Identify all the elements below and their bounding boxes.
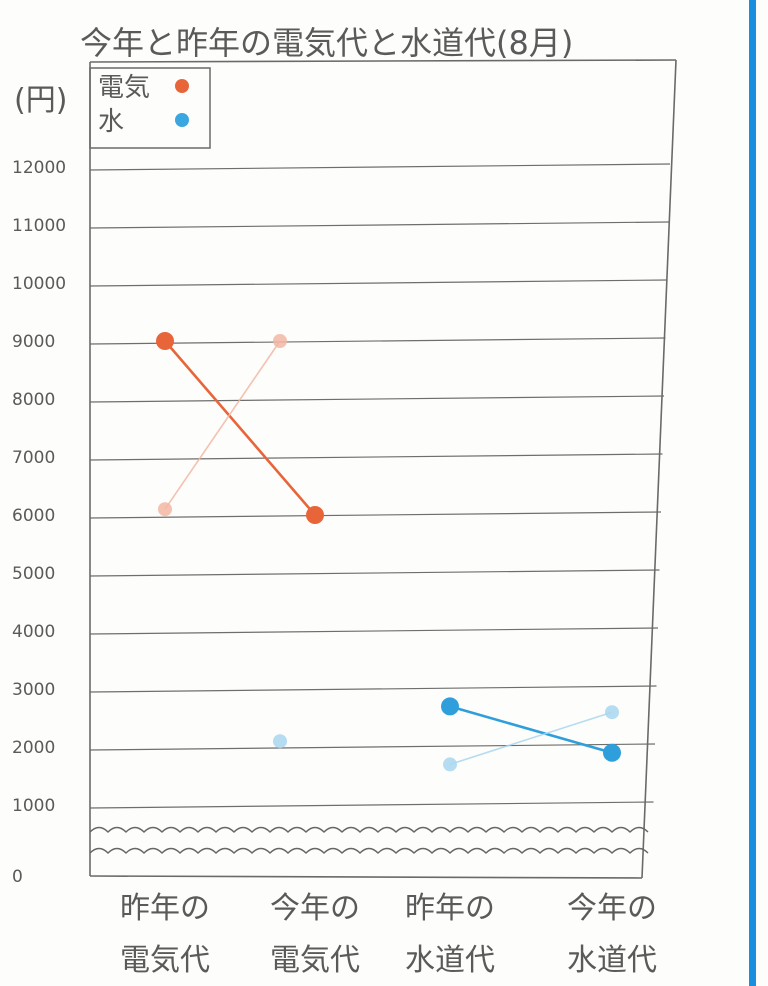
y-tick-label: 11000 (12, 216, 66, 236)
frame-right (641, 59, 677, 879)
data-point (306, 506, 324, 524)
gridlines (89, 163, 671, 809)
gridline (89, 743, 656, 751)
x-tick-label: 電気代 (120, 943, 210, 978)
x-tick-label: 昨年の (120, 891, 210, 926)
x-tick-label: 水道代 (567, 943, 657, 978)
x-tick-label: 今年の (270, 891, 360, 926)
legend-marker (175, 113, 189, 127)
y-axis-unit: (円) (14, 83, 67, 118)
x-tick-label: 今年の (567, 891, 657, 926)
gridline (89, 279, 668, 287)
data-point (273, 334, 287, 348)
y-tick-label: 1000 (12, 796, 55, 816)
gridline (89, 627, 659, 635)
chart-title: 今年と昨年の電気代と水道代(8月) (80, 24, 573, 62)
series-layer (156, 332, 621, 772)
legend-box (89, 67, 211, 149)
data-point (441, 697, 459, 716)
x-tick-label: 昨年の (405, 891, 495, 926)
series-line (164, 340, 316, 516)
gridline (89, 163, 671, 171)
y-tick-label: 7000 (12, 448, 55, 468)
data-point (443, 757, 457, 772)
page-border-accent (749, 0, 756, 986)
frame-top (89, 59, 677, 63)
axis-break (89, 826, 649, 854)
data-point (273, 734, 287, 749)
frame-bottom (89, 875, 643, 879)
gridline (89, 511, 662, 519)
legend: 電気水 (89, 67, 211, 149)
data-point (605, 705, 619, 720)
break-line (89, 826, 649, 833)
break-line (89, 847, 649, 854)
data-point (603, 743, 621, 762)
y-tick-label: 10000 (12, 274, 66, 294)
plot-frame (89, 59, 677, 879)
gridline (89, 685, 657, 693)
gridline (89, 453, 663, 461)
y-tick-label: 4000 (12, 622, 55, 642)
y-tick-labels: 0 1000 2000 3000 4000 5000 6000 7000 8000 9000 100… (12, 158, 66, 887)
y-tick-label: 9000 (12, 332, 55, 352)
gridline (89, 569, 660, 577)
y-tick-label: 5000 (12, 564, 55, 584)
y-tick-label: 8000 (12, 390, 55, 410)
gridline (89, 801, 654, 809)
gridline (89, 221, 669, 229)
series-line (164, 340, 281, 510)
y-tick-label: 6000 (12, 506, 55, 526)
data-point (158, 502, 172, 517)
x-tick-label: 電気代 (270, 943, 360, 978)
y-tick-label: 3000 (12, 680, 55, 700)
legend-label: 電気 (98, 73, 150, 103)
legend-marker (175, 79, 189, 93)
gridline (89, 395, 665, 403)
gridline (89, 337, 666, 345)
y-tick-label: 12000 (12, 158, 66, 178)
y-tick-label: 2000 (12, 738, 55, 758)
series-line (449, 711, 613, 766)
x-tick-label: 水道代 (405, 943, 495, 978)
data-point (156, 332, 174, 350)
legend-label: 水 (98, 107, 124, 137)
series-line (449, 705, 613, 755)
y-tick-label: 0 (12, 867, 23, 887)
